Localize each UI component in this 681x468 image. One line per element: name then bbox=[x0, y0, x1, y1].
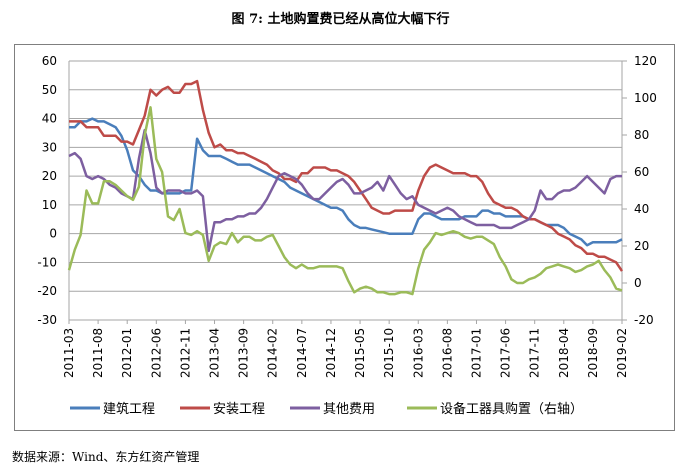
x-tick-label: 2011-03 bbox=[62, 328, 76, 378]
y2-tick-label: -20 bbox=[634, 313, 654, 327]
x-tick-label: 2015-10 bbox=[382, 328, 396, 378]
series-lines bbox=[67, 79, 624, 296]
y-tick-label: -20 bbox=[37, 284, 57, 298]
x-axis-labels: 2011-03 2011-08 2012-01 2012-06 2012-11 2013-… bbox=[62, 328, 629, 378]
x-tick-label: 2014-02 bbox=[266, 328, 280, 378]
x-tick-label: 2018-09 bbox=[586, 328, 600, 378]
y2-tick-label: 20 bbox=[634, 239, 649, 253]
series-line bbox=[68, 128, 622, 253]
x-tick-label: 2016-08 bbox=[440, 328, 454, 378]
series-line bbox=[67, 106, 623, 296]
y-tick-label: 40 bbox=[42, 112, 57, 126]
y2-tick-label: 120 bbox=[634, 54, 657, 68]
x-tick-label: 2013-04 bbox=[208, 328, 222, 378]
chart-frame bbox=[14, 44, 675, 431]
y-tick-label: 30 bbox=[42, 140, 57, 154]
y-tick-label: 50 bbox=[42, 83, 57, 97]
y2-tick-label: 100 bbox=[634, 91, 657, 105]
x-tick-label: 2012-11 bbox=[178, 328, 192, 378]
x-tick-label: 2015-05 bbox=[353, 328, 367, 378]
x-tick-label: 2013-09 bbox=[237, 328, 251, 378]
right-y-axis-labels: 120 100 80 60 40 20 0 -20 bbox=[634, 54, 657, 327]
x-tick-label: 2017-11 bbox=[528, 328, 542, 378]
x-tick-label: 2017-06 bbox=[499, 328, 513, 378]
y2-tick-label: 0 bbox=[634, 276, 642, 290]
x-tick-label: 2011-08 bbox=[91, 328, 105, 378]
y-tick-label: -30 bbox=[37, 313, 57, 327]
x-tick-label: 2014-12 bbox=[324, 328, 338, 378]
data-source-note: 数据来源：Wind、东方红资产管理 bbox=[12, 450, 200, 464]
left-y-axis-labels: 60 50 40 30 20 10 0 -10 -20 -30 bbox=[37, 54, 57, 327]
gridlines bbox=[68, 60, 627, 324]
legend-label: 设备工器具购置（右轴） bbox=[440, 401, 583, 417]
legend: 建筑工程 安装工程 其他费用 设备工器具购置（右轴） bbox=[70, 401, 583, 417]
y-tick-label: 10 bbox=[42, 198, 57, 212]
x-tick-label: 2016-03 bbox=[411, 328, 425, 378]
y2-tick-label: 80 bbox=[634, 128, 649, 142]
y-tick-label: 20 bbox=[42, 169, 57, 183]
legend-label: 其他费用 bbox=[323, 402, 375, 417]
chart-title: 图 7: 土地购置费已经从高位大幅下行 bbox=[231, 12, 450, 27]
legend-label: 建筑工程 bbox=[103, 401, 155, 417]
x-tick-label: 2012-01 bbox=[120, 328, 134, 378]
y-tick-label: 0 bbox=[49, 227, 57, 241]
x-tick-label: 2017-01 bbox=[469, 328, 483, 378]
x-tick-label: 2014-07 bbox=[295, 328, 309, 378]
x-tick-label: 2018-04 bbox=[557, 328, 571, 378]
y-tick-label: -10 bbox=[37, 255, 57, 269]
x-tick-label: 2012-06 bbox=[149, 328, 163, 378]
legend-label: 安装工程 bbox=[213, 402, 265, 417]
y-tick-label: 60 bbox=[42, 54, 57, 68]
y2-tick-label: 60 bbox=[634, 165, 649, 179]
x-tick-label: 2019-02 bbox=[615, 328, 629, 378]
y2-tick-label: 40 bbox=[634, 202, 649, 216]
